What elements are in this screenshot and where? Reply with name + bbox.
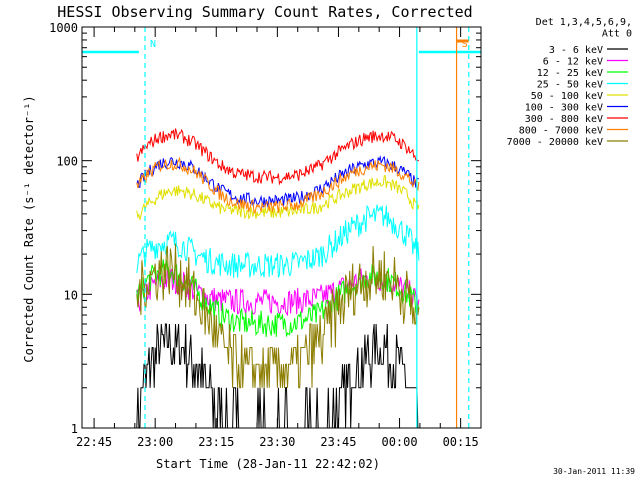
plot-area: N S 1 10 100 1000 22:45 23:00 23:15 23:30 23:45 00:… — [49, 21, 482, 449]
series-line — [136, 323, 419, 428]
series-line — [136, 128, 419, 186]
x-tick-label: 00:15 — [443, 435, 479, 449]
x-axis-label: Start Time (28-Jan-11 22:42:02) — [156, 457, 380, 471]
x-tick-label: 23:15 — [198, 435, 234, 449]
timestamp: 30-Jan-2011 11:39 — [553, 467, 635, 476]
legend-label: 50 - 100 keV — [531, 91, 603, 102]
y-tick-label: 1000 — [49, 21, 78, 35]
legend-label: 100 - 300 keV — [525, 103, 603, 114]
y-tick-label: 1 — [71, 422, 78, 436]
series-line — [136, 259, 420, 338]
y-tick-label: 100 — [56, 155, 78, 169]
series-line — [136, 204, 420, 278]
plot-frame — [81, 26, 482, 429]
x-tick-label: 23:00 — [137, 435, 173, 449]
series-line — [136, 175, 420, 220]
legend-title: Det 1,3,4,5,6,9, — [536, 17, 632, 28]
time-marker-label: S — [462, 39, 468, 50]
series-line — [136, 155, 419, 208]
legend-label: 7000 - 20000 keV — [507, 137, 603, 148]
legend-label: 300 - 800 keV — [525, 114, 603, 125]
x-tick-label: 23:45 — [320, 435, 356, 449]
legend-label: 3 - 6 keV — [549, 45, 603, 56]
x-tick-label: 23:30 — [259, 435, 295, 449]
x-tick-label: 22:45 — [76, 435, 112, 449]
y-tick-label: 10 — [64, 288, 78, 302]
legend-label: 12 - 25 keV — [537, 68, 603, 79]
series-line — [136, 243, 420, 389]
y-axis-label: Corrected Count Rate (s⁻¹ detector⁻¹) — [22, 95, 36, 362]
legend-label: 25 - 50 keV — [537, 80, 603, 91]
legend-label: 6 - 12 keV — [543, 57, 603, 68]
chart-title: HESSI Observing Summary Count Rates, Cor… — [57, 3, 472, 21]
x-tick-label: 00:00 — [381, 435, 417, 449]
series-line — [136, 156, 420, 215]
legend-label: 800 - 7000 keV — [519, 126, 603, 137]
time-marker-label: N — [150, 39, 156, 50]
legend-title: Att 0 — [602, 29, 632, 40]
